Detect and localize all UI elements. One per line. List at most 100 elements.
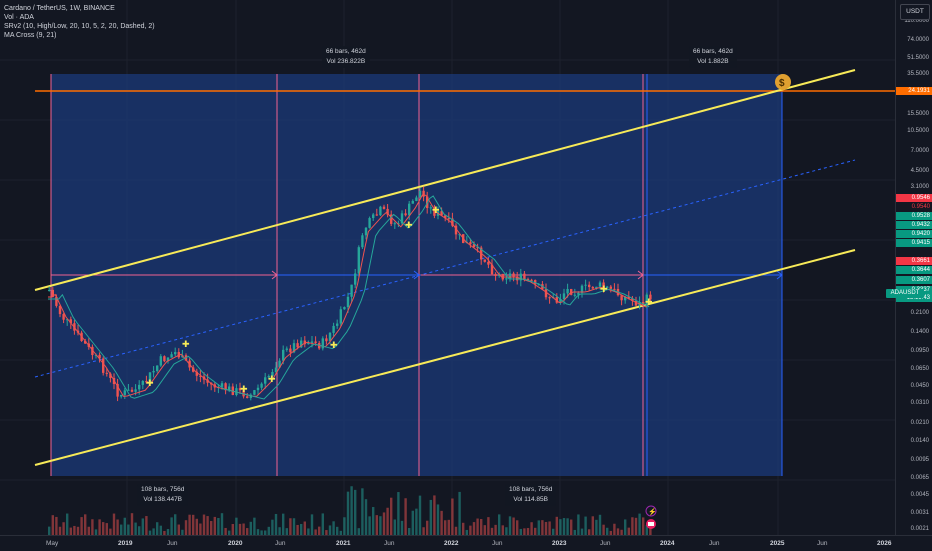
channel-lower-line: [34, 249, 856, 466]
volume-bar: [141, 518, 144, 535]
legend-volume[interactable]: Vol · ADA: [4, 14, 34, 21]
candle-body: [343, 307, 346, 310]
volume-bar: [426, 520, 429, 535]
volume-bar: [127, 524, 130, 535]
volume-bar: [526, 528, 530, 535]
volume-bar: [577, 514, 580, 535]
currency-button[interactable]: USDT: [900, 4, 930, 20]
volume-bar: [544, 521, 548, 535]
volume-bar: [134, 522, 137, 535]
volume-bar: [336, 526, 339, 535]
svg-text:✚: ✚: [600, 284, 608, 294]
candle-body: [573, 294, 576, 296]
volume-bar: [354, 489, 357, 535]
legend-ma-cross[interactable]: MA Cross (9, 21): [4, 32, 57, 39]
candle-body: [292, 343, 296, 353]
candle-body: [602, 282, 605, 289]
volume-bar: [339, 530, 342, 535]
candle-body: [253, 390, 256, 395]
volume-bar: [163, 530, 166, 535]
ma-slow-line: [48, 195, 650, 400]
volume-bar: [519, 528, 522, 535]
legend-srv2[interactable]: SRv2 (10, High/Low, 20, 10, 5, 2, 20, Da…: [4, 23, 155, 30]
volume-bar: [328, 525, 332, 535]
svg-text:✚: ✚: [405, 220, 413, 230]
price-tick: 3.1000: [910, 184, 929, 190]
candle-body: [163, 356, 166, 362]
candle-body: [606, 286, 609, 289]
candle-body: [451, 218, 454, 226]
candle-body: [487, 261, 490, 265]
volume-bar: [404, 498, 407, 535]
event-flag-icon: [646, 519, 656, 529]
time-tick: Jun: [709, 540, 720, 547]
candle-body: [264, 377, 267, 384]
price-tick: 51.5000: [907, 55, 929, 61]
time-axis[interactable]: May 2019 Jun 2020 Jun 2021 Jun 2022 Jun …: [0, 535, 932, 551]
volume-bar: [411, 510, 414, 535]
candle-body: [429, 207, 432, 209]
volume-bar: [102, 522, 105, 535]
candle-body: [393, 223, 396, 225]
volume-bar: [624, 519, 627, 535]
legend-symbol[interactable]: Cardano / TetherUS, 1W, BINANCE: [4, 5, 115, 12]
volume-bar: [397, 492, 400, 535]
candle-body: [127, 389, 130, 391]
volume-bar: [105, 523, 108, 535]
candle-body: [548, 297, 551, 299]
candle-body: [246, 396, 249, 398]
candle-body: [422, 190, 425, 197]
price-tick: 0.0140: [910, 438, 929, 444]
volume-bar: [408, 527, 411, 535]
candle-body: [613, 288, 616, 290]
candle-body: [159, 356, 162, 366]
candle-body: [444, 215, 447, 219]
candle-body: [418, 190, 422, 198]
candle-body: [145, 381, 148, 383]
volume-bar: [541, 520, 544, 535]
volume-bar: [462, 522, 465, 535]
volume-bar: [303, 521, 306, 535]
target-price-tag: 24.1931: [896, 87, 932, 95]
volume-bar: [476, 518, 479, 535]
candle-body: [508, 273, 512, 279]
candle-body: [642, 302, 645, 305]
candle-body: [519, 273, 522, 281]
candle-body: [300, 340, 303, 348]
volume-bar: [278, 527, 281, 535]
candle-body: [447, 218, 450, 220]
volume-bar: [246, 528, 249, 535]
candle-body: [372, 214, 375, 219]
candle-body: [256, 387, 260, 391]
volume-bar: [256, 529, 260, 535]
volume-bar: [123, 517, 126, 535]
volume-bar: [145, 516, 148, 535]
channel-upper-line: [34, 69, 856, 291]
volume-bar: [548, 521, 551, 535]
candle-body: [490, 264, 494, 275]
price-axis[interactable]: 110.0000 74.0000 51.5000 35.5000 24.1931…: [895, 0, 932, 535]
svg-text:✚: ✚: [330, 340, 338, 350]
volume-bar: [296, 524, 299, 535]
volume-bar: [55, 516, 58, 535]
volume-bar: [483, 525, 486, 535]
price-tick: 0.0950: [910, 348, 929, 354]
candle-body: [476, 247, 479, 249]
candle-body: [105, 372, 108, 374]
candle-body: [289, 348, 292, 353]
candle-body: [307, 342, 310, 345]
candle-body: [350, 284, 353, 297]
candle-body: [325, 338, 328, 342]
candle-body: [580, 285, 584, 293]
price-tick: 0.0210: [910, 420, 929, 426]
volume-bar: [559, 519, 562, 535]
volume-bar: [357, 528, 360, 535]
volume-bar: [523, 528, 526, 535]
candle-body: [328, 332, 332, 342]
volume-bar: [602, 524, 605, 535]
lightning-icon: ⚡: [645, 505, 657, 517]
price-tick: 110.0000: [904, 18, 929, 24]
candle-body: [530, 279, 533, 281]
candle-body: [631, 298, 634, 301]
chart-canvas[interactable]: ✚ ✚ ✚ ✚ ✚ ✚ ✚ ✚ ✚ $ ⚡: [0, 0, 895, 535]
